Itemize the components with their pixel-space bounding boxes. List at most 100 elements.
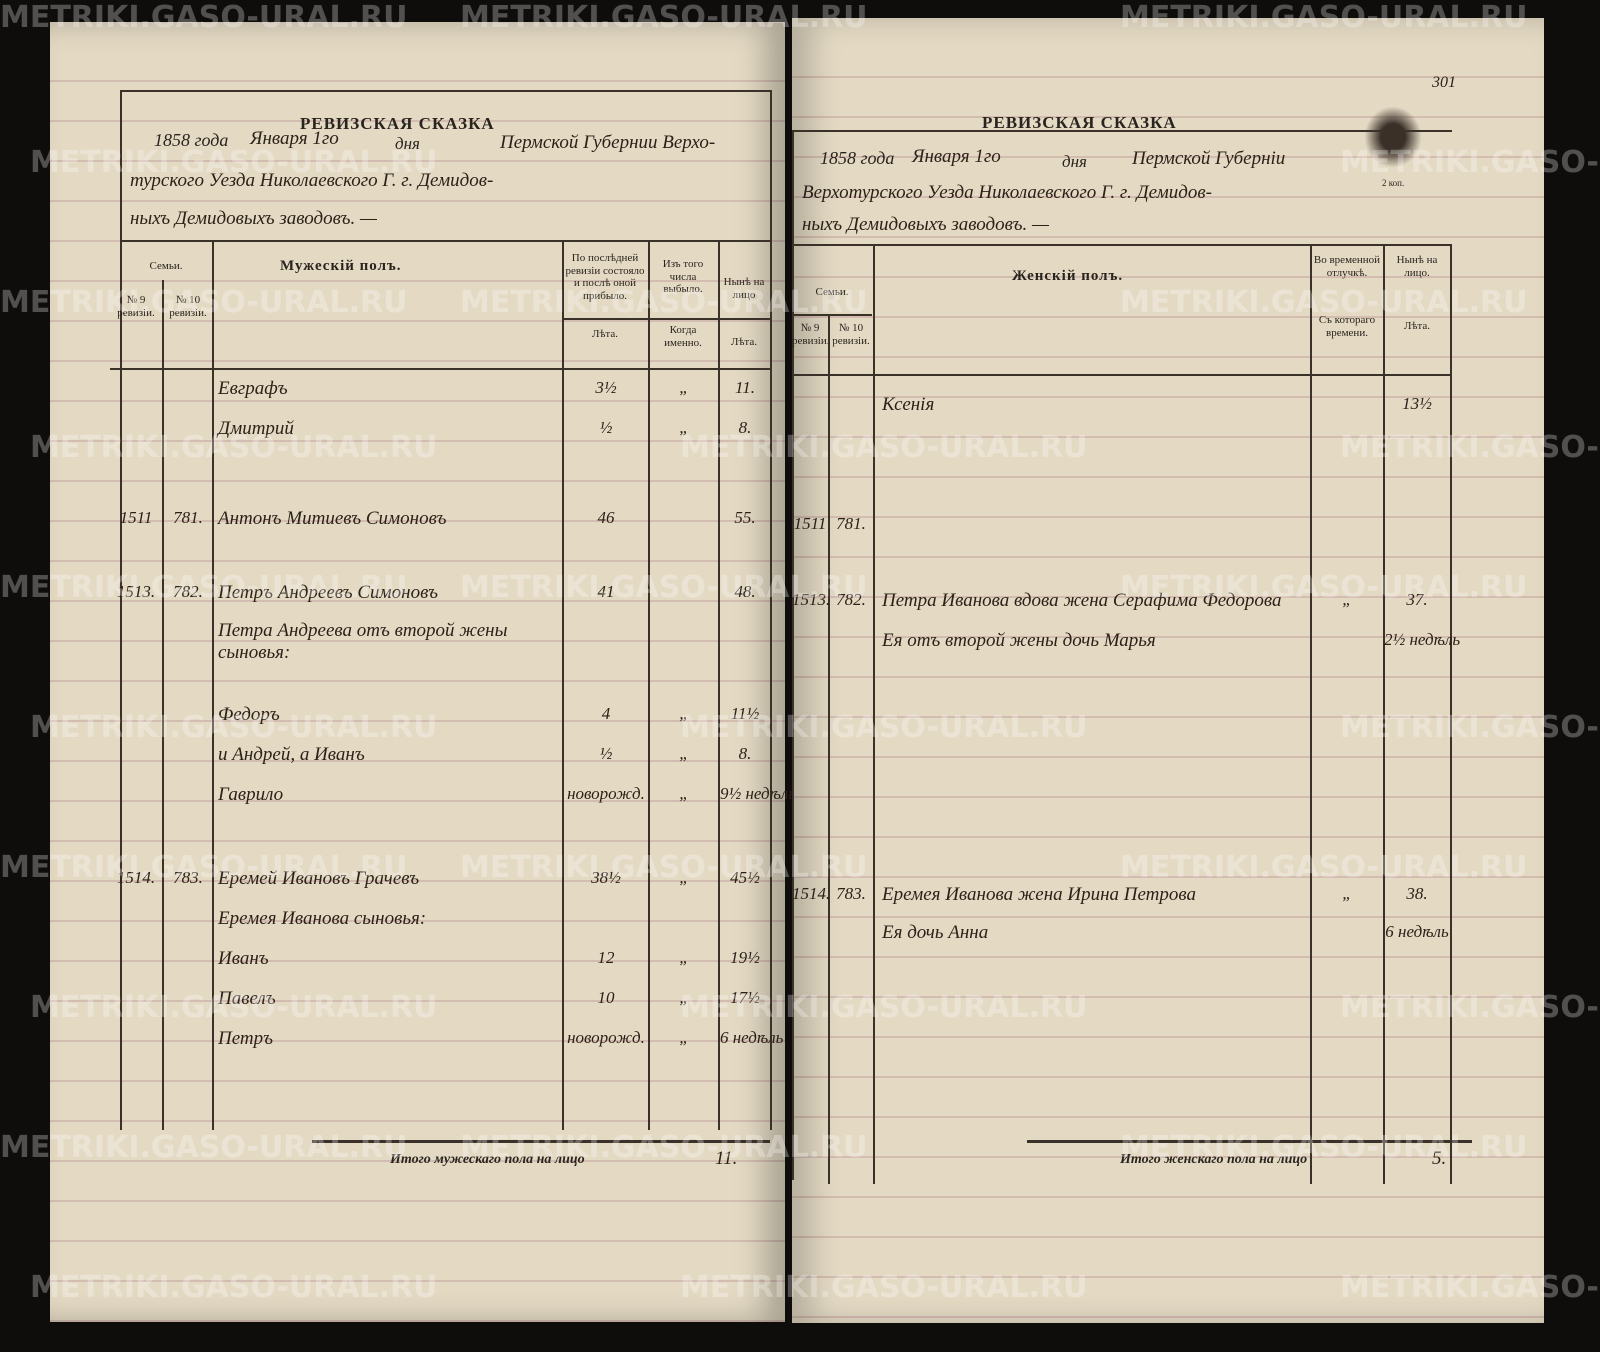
watermark: METRIKI.GASO-URAL.RU <box>0 285 408 320</box>
person-name: Еремея Иванова жена Ирина Петрова <box>882 884 1197 905</box>
watermark: METRIKI.GASO-URAL.RU <box>0 1130 408 1165</box>
rev9: 1513. <box>116 582 156 601</box>
left-mark: „ <box>679 868 689 887</box>
total-value: 5. <box>1432 1148 1447 1169</box>
year: 1858 года <box>820 148 895 168</box>
left-page: РЕВИЗСКАЯ СКАЗКА 1858 года Января 1го дн… <box>50 22 797 1322</box>
age-last: 4 <box>601 704 611 723</box>
rev9: 1514. <box>116 868 156 887</box>
rev10: 782. <box>836 590 866 609</box>
rule <box>120 240 770 242</box>
rev10: 781. <box>173 508 203 527</box>
watermark: METRIKI.GASO-URAL.RU <box>30 1270 438 1305</box>
col-head: Лѣта. <box>730 336 757 348</box>
rule <box>792 130 1452 132</box>
age-last: новорожд. <box>567 784 645 803</box>
total-label: Итого женскаго пола на лицо <box>1120 1152 1308 1167</box>
total-label: Итого мужескаго пола на лицо <box>390 1152 585 1167</box>
watermark: METRIKI.GASO-URAL.RU <box>1120 0 1528 35</box>
age-now: 17½ <box>730 988 760 1007</box>
away-mark: „ <box>1342 590 1352 609</box>
left-mark: „ <box>679 948 689 967</box>
age-now: 8. <box>738 744 752 763</box>
left-mark: „ <box>679 988 689 1007</box>
left-mark: „ <box>679 378 689 397</box>
rule <box>562 318 770 320</box>
age-now: 55. <box>734 508 756 527</box>
watermark: METRIKI.GASO-URAL.RU <box>460 850 868 885</box>
title: РЕВИЗСКАЯ СКАЗКА <box>982 113 1177 132</box>
col-head: № 9 ревизіи. <box>792 322 830 347</box>
watermark: METRIKI.GASO-URAL.RU <box>30 990 438 1025</box>
rev10: 783. <box>836 884 866 903</box>
watermark: METRIKI.GASO-URAL.RU <box>460 285 868 320</box>
total-value: 11. <box>715 1148 738 1169</box>
col-head: По послѣдней ревизіи состояло и послѣ он… <box>565 252 645 302</box>
age-now: 11. <box>735 378 755 397</box>
rule <box>1450 244 1452 1184</box>
left-mark: „ <box>679 1028 689 1047</box>
age-last: новорожд. <box>567 1028 645 1047</box>
person-name: Евграфъ <box>218 378 288 399</box>
rule <box>770 90 772 1130</box>
left-mark: „ <box>679 744 689 763</box>
col-head: Семьи. <box>149 260 183 272</box>
person-name: Петра Иванова вдова жена Серафима Федоро… <box>882 590 1282 611</box>
col-head: Женскій полъ. <box>1012 268 1124 284</box>
age-now: 6 недѣль <box>1385 922 1449 941</box>
watermark: METRIKI.GASO-URAL.RU <box>1340 145 1600 180</box>
person-name: Петръ Андреевъ Симоновъ <box>218 582 438 603</box>
age-now: 13½ <box>1402 394 1432 413</box>
col-head: Мужескій полъ. <box>280 258 402 274</box>
age-last: 12 <box>597 948 615 967</box>
rev10: 783. <box>173 868 203 887</box>
age-now: 9½ недѣль <box>720 784 797 803</box>
left-mark: „ <box>679 418 689 437</box>
date: Января 1го <box>912 146 1001 167</box>
person-name: Павелъ <box>218 988 276 1009</box>
rule <box>562 240 564 1130</box>
col-head: № 10 ревизіи. <box>832 322 870 347</box>
watermark: METRIKI.GASO-URAL.RU <box>1120 285 1528 320</box>
age-last: 41 <box>597 582 615 601</box>
age-now: 48. <box>734 582 756 601</box>
person-name: Ея дочь Анна <box>882 922 989 943</box>
col-head: Нынѣ на лицо. <box>1396 254 1438 279</box>
rule <box>212 240 214 1130</box>
rev10: 782. <box>173 582 203 601</box>
age-last: 38½ <box>591 868 621 887</box>
person-name: и Андрей, а Иванъ <box>218 744 365 765</box>
rule <box>718 240 720 1130</box>
watermark: METRIKI.GASO-URAL.RU <box>0 850 408 885</box>
watermark: METRIKI.GASO-URAL.RU <box>30 710 438 745</box>
age-last: 46 <box>597 508 615 527</box>
place: турского Уезда Николаевского Г. г. Демид… <box>130 170 494 191</box>
col-head: Семьи. <box>815 286 849 298</box>
person-name: Ея отъ второй жены дочь Марья <box>882 630 1156 651</box>
right-page: 301 2 коп. РЕВИЗСКАЯ СКАЗКА 1858 года Ян… <box>792 18 1544 1323</box>
place: ныхъ Демидовыхъ заводовъ. — <box>130 208 377 229</box>
watermark: METRIKI.GASO-URAL.RU <box>1340 990 1600 1025</box>
person-name: Петра Андреева отъ второй жены сыновья: <box>218 620 508 663</box>
person-name: Гаврило <box>218 784 284 805</box>
watermark: METRIKI.GASO-URAL.RU <box>460 1130 868 1165</box>
age-now: 37. <box>1406 590 1428 609</box>
eagle-stamp <box>1364 106 1422 168</box>
col-head: Изъ того числа выбыло. <box>662 258 704 296</box>
col-head: Съ котораго времени. <box>1318 314 1376 339</box>
watermark: METRIKI.GASO-URAL.RU <box>1340 430 1600 465</box>
day-label: дня <box>1062 152 1087 171</box>
age-now: 45½ <box>730 868 760 887</box>
rule <box>648 240 650 1130</box>
rule <box>1310 244 1312 1184</box>
person-name: Дмитрий <box>218 418 294 439</box>
watermark: METRIKI.GASO-URAL.RU <box>30 430 438 465</box>
place: Верхотурского Уезда Николаевского Г. г. … <box>802 182 1212 203</box>
left-mark: „ <box>679 784 689 803</box>
col-head: Во временной отлучкѣ. <box>1313 254 1381 279</box>
rev9: 1511 <box>793 514 827 533</box>
person-name: Ксенія <box>882 394 935 415</box>
watermark: METRIKI.GASO-URAL.RU <box>0 570 408 605</box>
rule <box>792 374 1452 376</box>
col-head: № 9 ревизіи. <box>117 294 155 319</box>
